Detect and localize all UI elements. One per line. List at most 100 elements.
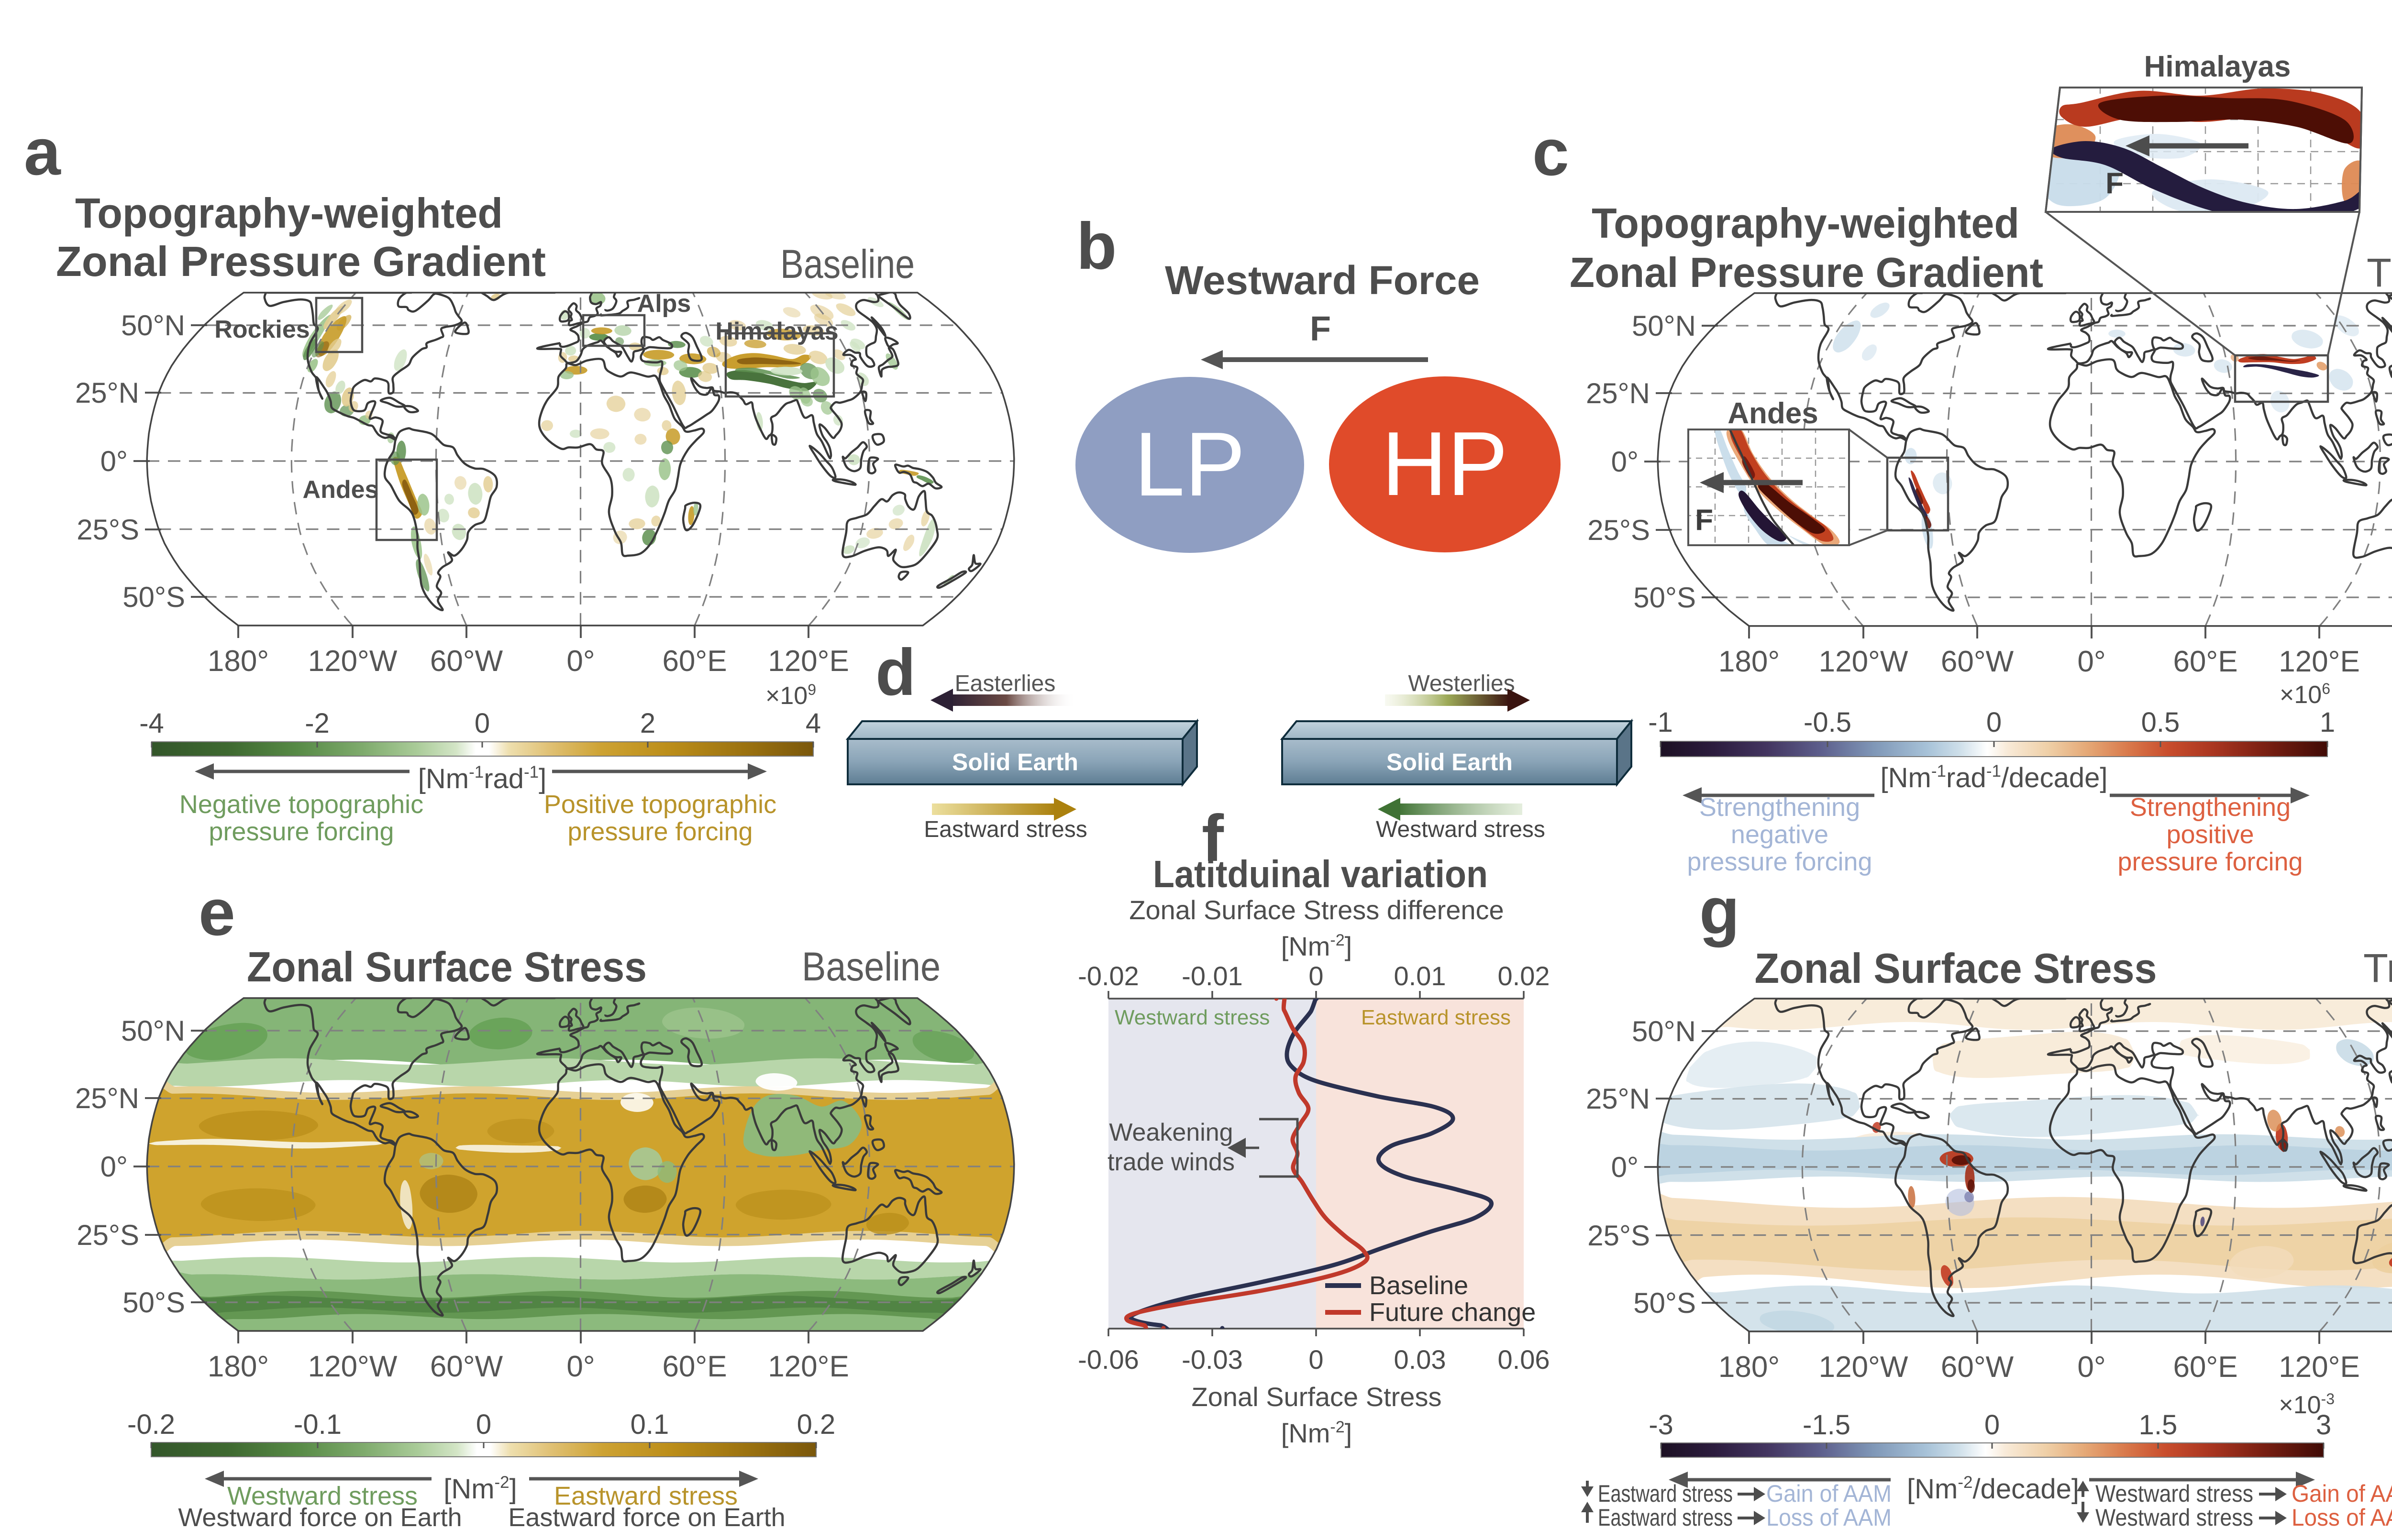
svg-text:Positive topographic: Positive topographic [544, 790, 776, 819]
svg-text:Westward stress: Westward stress [227, 1482, 418, 1510]
svg-text:0.5: 0.5 [2141, 707, 2180, 738]
svg-text:Solid Earth: Solid Earth [952, 749, 1078, 776]
svg-text:-4: -4 [139, 708, 164, 739]
svg-text:Eastward stress: Eastward stress [1361, 1006, 1511, 1029]
svg-text:Alps: Alps [637, 290, 691, 318]
svg-text:pressure forcing: pressure forcing [209, 817, 394, 846]
svg-text:Topography-weighted: Topography-weighted [75, 189, 503, 237]
svg-text:Eastward stress: Eastward stress [1598, 1504, 1733, 1531]
svg-text:Eastward stress: Eastward stress [1598, 1480, 1733, 1507]
svg-text:Baseline: Baseline [780, 242, 915, 286]
svg-text:-0.03: -0.03 [1182, 1344, 1243, 1375]
svg-text:Westward force on Earth: Westward force on Earth [178, 1503, 462, 1532]
svg-text:Westward stress: Westward stress [2095, 1504, 2253, 1531]
svg-text:HP: HP [1382, 413, 1508, 515]
svg-text:Zonal Pressure Gradient: Zonal Pressure Gradient [1570, 249, 2043, 296]
svg-text:0: 0 [476, 1409, 491, 1440]
svg-text:Weakening: Weakening [1109, 1119, 1233, 1146]
svg-text:Eastward stress: Eastward stress [924, 817, 1087, 842]
svg-text:Strengthening: Strengthening [2130, 793, 2291, 822]
svg-text:Zonal Surface Stress differenc: Zonal Surface Stress difference [1129, 895, 1504, 925]
svg-text:2: 2 [640, 708, 655, 739]
svg-text:Gain of AAM: Gain of AAM [2292, 1480, 2392, 1507]
svg-text:Andes: Andes [303, 476, 379, 504]
svg-text:Westward stress: Westward stress [1115, 1006, 1270, 1029]
svg-text:-0.5: -0.5 [1804, 707, 1851, 738]
svg-text:f: f [1202, 802, 1224, 875]
svg-text:b: b [1076, 209, 1117, 283]
svg-text:[Nm-2​/decade]: [Nm-2​/decade] [1907, 1473, 2079, 1505]
svg-text:Solid Earth: Solid Earth [1386, 749, 1513, 776]
svg-text:Westward stress: Westward stress [1376, 817, 1545, 842]
svg-text:a: a [24, 115, 61, 189]
svg-text:Trend: Trend [2363, 946, 2392, 990]
svg-text:0.1: 0.1 [631, 1409, 669, 1440]
svg-text:[Nm-1​rad-1​/decade]: [Nm-1​rad-1​/decade] [1881, 762, 2108, 793]
svg-text:-1.5: -1.5 [1803, 1409, 1850, 1441]
svg-text:Future change: Future change [1369, 1298, 1536, 1327]
svg-text:Negative topographic: Negative topographic [179, 790, 423, 819]
svg-text:0.01: 0.01 [1394, 961, 1446, 991]
svg-text:Topography-weighted: Topography-weighted [1592, 199, 2019, 247]
svg-text:F: F [1310, 310, 1331, 348]
svg-text:Himalayas: Himalayas [715, 318, 838, 345]
svg-text:F: F [1695, 504, 1713, 537]
svg-text:negative: negative [1731, 820, 1828, 849]
svg-text:Zonal Pressure Gradient: Zonal Pressure Gradient [56, 238, 546, 285]
svg-text:1: 1 [2320, 707, 2335, 738]
svg-text:[Nm-1​rad-1​]: [Nm-1​rad-1​] [418, 763, 547, 794]
svg-text:4: 4 [806, 708, 821, 739]
svg-text:0.2: 0.2 [797, 1409, 836, 1440]
svg-text:0: 0 [1308, 961, 1323, 991]
svg-text:-0.02: -0.02 [1078, 961, 1139, 991]
svg-text:Eastward force on Earth: Eastward force on Earth [508, 1503, 785, 1532]
svg-text:0.02: 0.02 [1498, 961, 1550, 991]
svg-text:pressure forcing: pressure forcing [567, 817, 753, 846]
svg-text:Andes: Andes [1728, 397, 1818, 430]
svg-text:0: 0 [475, 708, 490, 739]
svg-text:×10-3​: ×10-3​ [2279, 1390, 2335, 1419]
svg-text:e: e [199, 876, 235, 949]
svg-text:positive: positive [2166, 820, 2254, 849]
svg-text:Trend: Trend [2367, 250, 2392, 295]
svg-text:Rockies: Rockies [214, 316, 310, 343]
svg-text:pressure forcing: pressure forcing [2117, 847, 2303, 876]
svg-text:Westward Force: Westward Force [1165, 258, 1480, 303]
svg-text:Westward stress: Westward stress [2095, 1480, 2253, 1507]
svg-text:-3: -3 [1649, 1409, 1673, 1441]
svg-text:0.03: 0.03 [1394, 1344, 1446, 1375]
svg-text:0: 0 [1984, 1409, 2000, 1441]
svg-text:-1: -1 [1648, 707, 1673, 738]
svg-text:Loss of AAM: Loss of AAM [1766, 1504, 1892, 1531]
svg-text:Strengthening: Strengthening [1699, 793, 1860, 822]
svg-text:Loss of AAM: Loss of AAM [2292, 1504, 2392, 1531]
svg-text:pressure forcing: pressure forcing [1687, 847, 1872, 876]
svg-text:Eastward stress: Eastward stress [554, 1482, 738, 1510]
svg-text:Baseline: Baseline [1369, 1271, 1468, 1300]
svg-text:0: 0 [1308, 1344, 1323, 1375]
svg-text:d: d [875, 636, 916, 709]
svg-text:Easterlies: Easterlies [955, 671, 1056, 696]
svg-text:Latitduinal variation: Latitduinal variation [1153, 853, 1488, 895]
svg-text:trade winds: trade winds [1107, 1148, 1235, 1176]
svg-text:-0.1: -0.1 [294, 1409, 342, 1440]
svg-text:g: g [1699, 874, 1739, 948]
svg-text:Zonal Surface Stress: Zonal Surface Stress [247, 943, 647, 990]
svg-text:c: c [1532, 116, 1569, 189]
svg-text:Zonal Surface Stress: Zonal Surface Stress [1755, 945, 2157, 992]
svg-text:Gain of AAM: Gain of AAM [1766, 1480, 1892, 1507]
svg-text:1.5: 1.5 [2139, 1409, 2178, 1441]
svg-text:[Nm-2​]: [Nm-2​] [443, 1473, 517, 1505]
svg-text:[Nm-2​]: [Nm-2​] [1281, 931, 1352, 961]
svg-text:[Nm-2​]: [Nm-2​] [1281, 1418, 1352, 1448]
svg-text:-0.2: -0.2 [127, 1409, 175, 1440]
svg-text:F: F [2105, 167, 2124, 200]
svg-text:3: 3 [2316, 1409, 2331, 1441]
svg-text:Baseline: Baseline [802, 944, 941, 989]
svg-text:-0.06: -0.06 [1078, 1344, 1139, 1375]
svg-text:Himalayas: Himalayas [2144, 50, 2291, 83]
svg-text:Westerlies: Westerlies [1408, 671, 1515, 696]
svg-text:-2: -2 [305, 708, 330, 739]
svg-text:0.06: 0.06 [1498, 1344, 1550, 1375]
svg-text:LP: LP [1134, 414, 1245, 515]
